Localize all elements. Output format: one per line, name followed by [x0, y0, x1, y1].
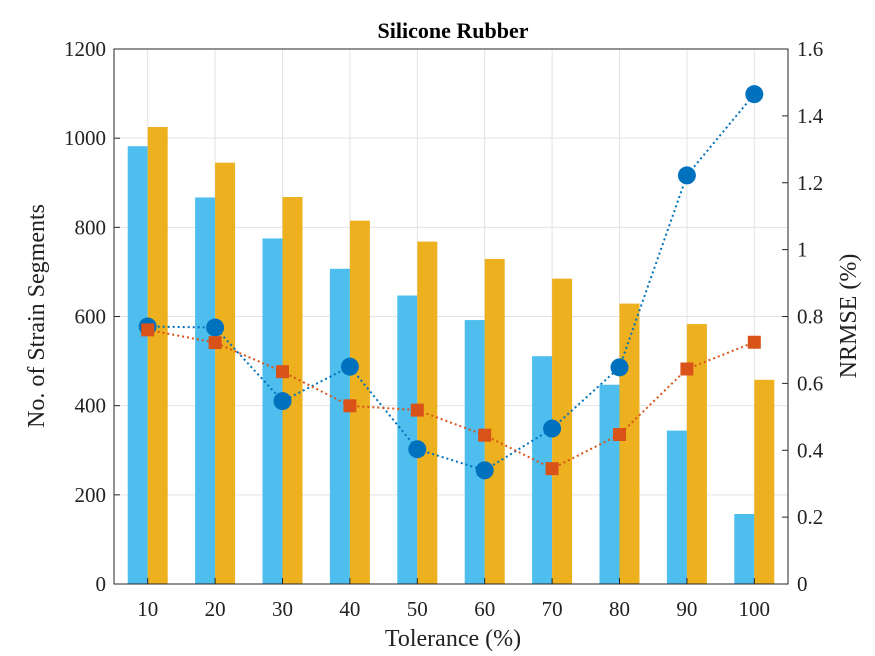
x-tick-label: 70: [542, 597, 563, 621]
circle-marker: [677, 166, 696, 185]
y2-tick-label: 0: [797, 572, 808, 596]
y2-tick-label: 0.4: [797, 438, 824, 462]
y-tick-label: 200: [75, 483, 107, 507]
circle-marker: [273, 392, 292, 411]
bar: [349, 220, 370, 585]
bar: [464, 320, 485, 584]
bar: [619, 303, 640, 584]
square-marker: [410, 403, 424, 417]
circle-marker: [543, 419, 562, 438]
y2-tick-label: 1.6: [797, 37, 823, 61]
square-marker: [478, 428, 492, 442]
x-tick-label: 10: [137, 597, 158, 621]
bar: [147, 127, 168, 584]
x-tick-label: 50: [407, 597, 428, 621]
bar: [262, 238, 283, 584]
bar: [754, 379, 775, 584]
bar: [329, 268, 350, 584]
bar: [195, 197, 216, 584]
square-marker: [613, 428, 626, 442]
bar: [666, 430, 687, 584]
y2-tick-label: 1.4: [797, 104, 824, 128]
y2-tick-label: 0.6: [797, 371, 823, 395]
bar: [734, 514, 755, 584]
square-marker: [747, 335, 761, 349]
square-marker: [680, 362, 694, 376]
bar: [686, 324, 707, 584]
line-group: [138, 85, 764, 480]
y2-axis-label: NRMSE (%): [836, 254, 862, 379]
circle-marker: [610, 358, 629, 377]
y2-tick-label: 1.2: [797, 171, 823, 195]
bar: [599, 384, 620, 584]
bar: [484, 258, 505, 584]
y2-tick-label: 1: [797, 238, 808, 262]
x-tick-label: 100: [739, 597, 771, 621]
bar: [532, 356, 553, 584]
bar-group: [127, 127, 775, 585]
x-tick-label: 90: [676, 597, 697, 621]
square-marker: [208, 336, 222, 350]
y2-tick-label: 0.2: [797, 505, 823, 529]
bar: [127, 146, 148, 585]
y2-tick-label: 0.8: [797, 305, 823, 329]
circle-marker: [408, 440, 427, 459]
y-tick-label: 400: [75, 394, 107, 418]
y-axis-label: No. of Strain Segments: [24, 204, 50, 428]
y-tick-label: 800: [75, 215, 107, 239]
x-tick-label: 60: [474, 597, 495, 621]
x-tick-label: 20: [205, 597, 226, 621]
square-marker: [545, 462, 559, 476]
series-line: [147, 328, 755, 470]
circle-marker: [475, 461, 494, 480]
x-axis-label: Tolerance (%): [385, 626, 521, 652]
y-tick-label: 0: [96, 572, 107, 596]
bar: [397, 295, 418, 584]
y-tick-label: 1200: [64, 37, 106, 61]
bar: [215, 162, 236, 584]
square-marker: [141, 323, 155, 337]
square-marker: [276, 365, 289, 379]
x-tick-label: 30: [272, 597, 293, 621]
bar: [552, 278, 573, 584]
circle-marker: [206, 318, 225, 337]
x-tick-label: 40: [339, 597, 360, 621]
y-tick-label: 600: [75, 305, 107, 329]
square-marker: [343, 399, 357, 413]
x-tick-label: 80: [609, 597, 630, 621]
circle-marker: [745, 85, 764, 104]
y-tick-label: 1000: [64, 126, 106, 150]
circle-marker: [340, 357, 359, 376]
bar: [282, 197, 303, 584]
chart-title: Silicone Rubber: [378, 18, 529, 43]
